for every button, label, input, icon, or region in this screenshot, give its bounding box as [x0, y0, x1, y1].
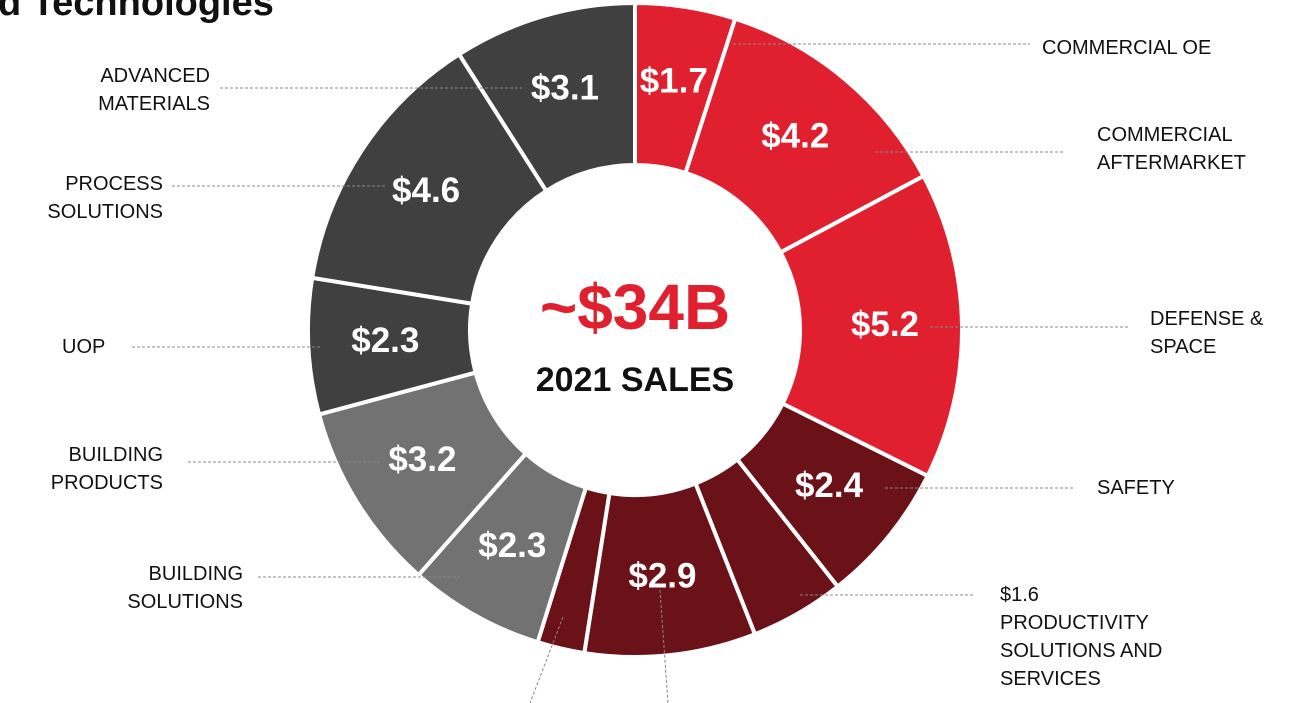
category-label: PROCESS SOLUTIONS [47, 173, 163, 223]
category-label: SAFETY [1097, 477, 1175, 499]
category-label: BUILDING SOLUTIONS [127, 563, 243, 613]
donut-segment [777, 173, 964, 479]
center-subtitle: 2021 SALES [536, 361, 734, 399]
category-label: ADVANCED MATERIALS [98, 65, 210, 115]
value-label: $5.2 [851, 305, 919, 344]
category-label: BUILDING PRODUCTS [50, 444, 163, 494]
donut-segment [309, 51, 550, 306]
value-label-outside: $1.6 [1000, 584, 1039, 606]
value-label: $2.9 [628, 557, 696, 596]
leader-line [529, 616, 564, 703]
center-total: ~$34B [540, 271, 730, 343]
value-label: $1.7 [640, 61, 708, 100]
category-label: UOP [62, 336, 106, 358]
value-label: $2.3 [351, 321, 419, 360]
value-label: $2.4 [795, 466, 864, 505]
donut-segment [456, 0, 637, 194]
value-label: $4.6 [392, 171, 460, 210]
value-label: $3.1 [531, 68, 599, 107]
category-label: PRODUCTIVITY SOLUTIONS AND SERVICES [1000, 612, 1163, 690]
category-label: DEFENSE & SPACE [1150, 308, 1264, 358]
value-label: $4.2 [761, 116, 829, 155]
leader-line [659, 589, 669, 703]
title: d Technologies [0, 0, 274, 24]
donut-segment [683, 16, 927, 256]
category-label: COMMERCIAL OE [1042, 37, 1212, 59]
category-label: COMMERCIAL AFTERMARKET [1097, 124, 1246, 174]
value-label: $2.3 [478, 526, 546, 565]
value-label: $3.2 [388, 440, 456, 479]
